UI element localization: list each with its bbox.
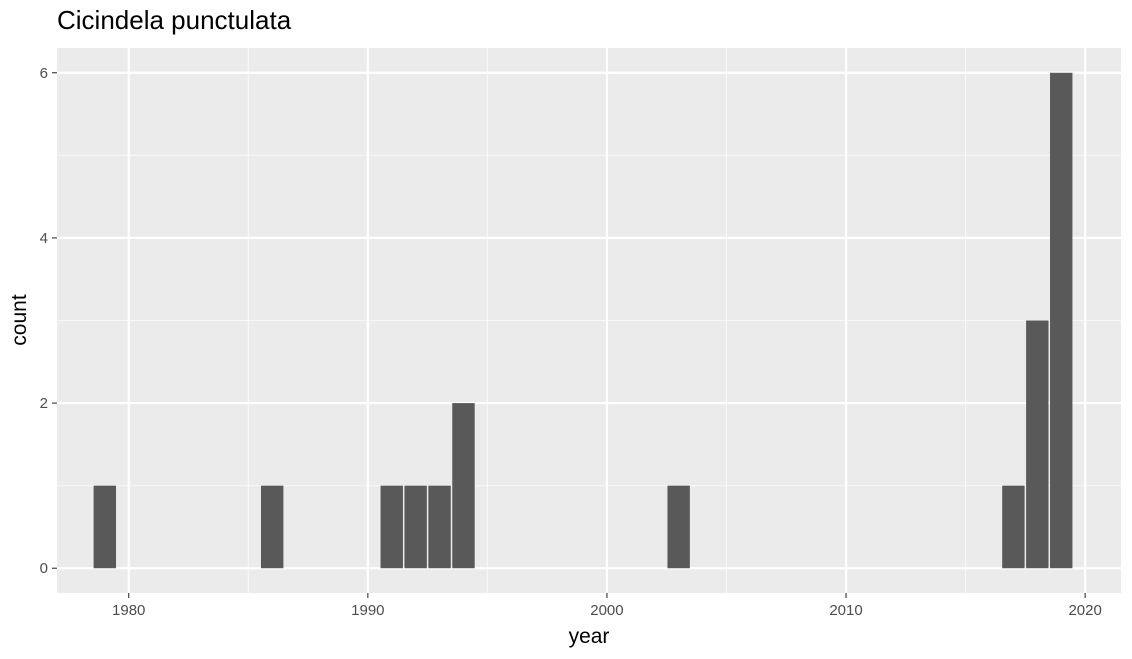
major-gridlines [57, 48, 1121, 593]
bar [1050, 72, 1073, 569]
bar [452, 403, 475, 569]
bar [428, 485, 451, 569]
x-tick-label: 1980 [112, 602, 145, 619]
y-tick-label: 4 [40, 230, 48, 247]
x-tick-label: 1990 [351, 602, 384, 619]
bar [667, 485, 690, 569]
y-tick-label: 2 [40, 395, 48, 412]
x-axis-title: year [569, 625, 610, 648]
bar [404, 485, 427, 569]
y-tick-label: 0 [40, 560, 48, 577]
y-axis: 0 2 4 6 [40, 65, 57, 577]
chart-title: Cicindela punctulata [57, 5, 292, 35]
y-axis-title: count [8, 294, 31, 346]
bar [1002, 485, 1025, 569]
x-tick-label: 2010 [829, 602, 862, 619]
x-tick-label: 2020 [1068, 602, 1101, 619]
bar [1026, 320, 1049, 569]
bar [93, 485, 117, 569]
x-axis: 1980 1990 2000 2010 2020 [112, 593, 1102, 619]
bar [380, 485, 403, 569]
y-tick-label: 6 [40, 65, 48, 82]
x-tick-label: 2000 [590, 602, 623, 619]
bar [260, 485, 284, 569]
minor-gridlines [57, 48, 1121, 593]
bars-group [93, 72, 1073, 569]
